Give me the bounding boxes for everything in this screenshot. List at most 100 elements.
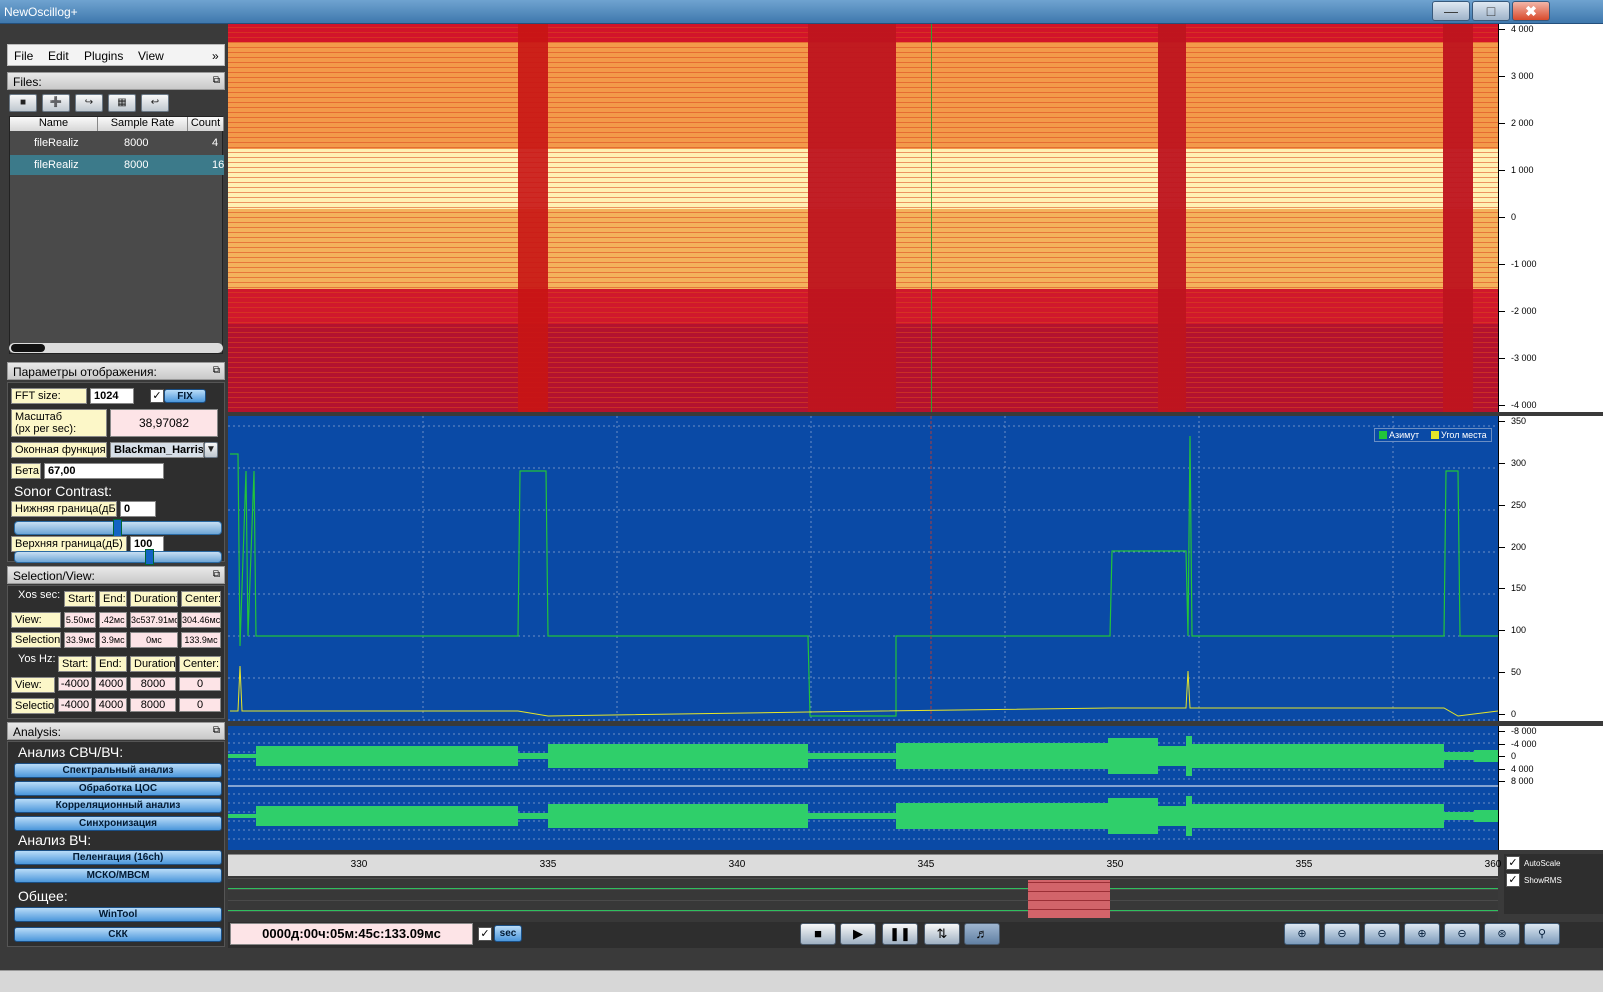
spectrogram[interactable] [228,24,1498,412]
y-sel-start[interactable]: -4000 [58,698,92,712]
x-view-end[interactable]: .42мс [99,612,127,628]
zoom-in-icon[interactable]: ⊕ [1284,923,1320,945]
dock-icon[interactable]: ⧉ [212,365,220,376]
lower-bound-slider[interactable] [14,519,222,537]
dsp-button[interactable]: Обработка ЦОС [14,781,222,796]
waveform-envelope [1186,796,1192,836]
beta-input[interactable]: 67,00 [44,463,164,479]
x-sel-end[interactable]: 3.9мс [99,632,127,648]
y-sel-duration[interactable]: 8000 [130,698,176,712]
selection-region[interactable] [1028,880,1110,918]
y-sel-center[interactable]: 0 [179,698,221,712]
dock-icon[interactable]: ⧉ [212,569,220,580]
correlation-button[interactable]: Корреляционный анализ [14,798,222,813]
y-view-start[interactable]: -4000 [58,677,92,691]
new-file-icon[interactable]: ➕ [42,94,70,112]
files-panel-header: Files: ⧉ [7,72,225,90]
display-panel-header: Параметры отображения: ⧉ [7,362,225,380]
selection-section: Xos sec: Start: End: Duration: Center: V… [7,585,225,719]
x-selection-label: Selection: [11,632,61,648]
axis-tick-label: 150 [1498,583,1527,594]
fix-button[interactable]: FIX [164,389,206,403]
table-row[interactable]: fileRealiz 8000 16 [10,155,224,175]
axis-tick-label: 200 [1498,541,1527,552]
sync-button[interactable]: Синхронизация [14,816,222,831]
menu-plugins[interactable]: Plugins [84,49,124,63]
y-view-center[interactable]: 0 [179,677,221,691]
fft-input[interactable]: 1024 [90,388,134,404]
menu-file[interactable]: File [14,49,34,63]
direction-trace-plot[interactable]: Азимут Угол места [228,416,1588,721]
zoom-out-y-icon[interactable]: ⊖ [1444,923,1480,945]
trash-icon[interactable]: ▦ [108,94,136,112]
import-icon[interactable]: ↩ [141,94,169,112]
col-sample-rate[interactable]: Sample Rate [98,117,188,131]
col-name[interactable]: Name [10,117,98,131]
sonor-title: Sonor Contrast: [14,483,113,499]
zoom-out-x-icon[interactable]: ⊖ [1364,923,1400,945]
spectral-analysis-button[interactable]: Спектральный анализ [14,763,222,778]
window-function-select[interactable]: Blackman_Harris [110,442,204,458]
axis-tick-label: -1 000 [1499,259,1537,269]
cursor-line [931,24,932,412]
msko-button[interactable]: МСКО/МВСМ [14,868,222,883]
y-sel-end[interactable]: 4000 [95,698,127,712]
direction-finding-button[interactable]: Пеленгация (16ch) [14,850,222,865]
time-axis: 330 335 340 345 350 355 360 [228,854,1501,876]
dock-icon[interactable]: ⧉ [212,725,220,736]
showrms-label: ShowRMS [1524,876,1562,885]
close-button[interactable]: ✖ [1512,1,1550,21]
sec-checkbox[interactable]: ✓ [478,927,492,941]
upper-bound-slider[interactable] [14,549,222,565]
slider-knob[interactable] [145,549,154,565]
menu-view[interactable]: View [138,49,164,63]
autoscale-checkbox[interactable]: ✓ [1506,856,1520,870]
x-view-start[interactable]: 5.50мс [64,612,96,628]
play-icon[interactable]: ▶ [840,923,876,945]
loop-icon[interactable]: ⇅ [924,923,960,945]
stop-icon[interactable]: ■ [800,923,836,945]
skk-button[interactable]: СКК [14,927,222,942]
waveform-plot[interactable] [228,726,1498,850]
maximize-button[interactable]: □ [1472,1,1510,21]
y-view-duration[interactable]: 8000 [130,677,176,691]
x-view-duration[interactable]: 3с537.91мс [130,612,178,628]
slider-knob[interactable] [113,519,122,537]
col-count[interactable]: Count [188,117,224,131]
scroll-thumb[interactable] [11,344,45,352]
files-scrollbar[interactable] [9,343,223,353]
showrms-checkbox[interactable]: ✓ [1506,873,1520,887]
fix-checkbox[interactable]: ✓ [150,389,164,403]
volume-icon[interactable]: ♬ [964,923,1000,945]
overview-timeline[interactable] [228,876,1498,922]
x-center-header: Center: [181,591,221,607]
x-tick-label: 355 [1295,859,1313,870]
zoom-out-icon[interactable]: ⊖ [1324,923,1360,945]
minimize-button[interactable]: — [1432,1,1470,21]
zoom-reset-icon[interactable]: ⚲ [1524,923,1560,945]
x-sel-duration[interactable]: 0мс [130,632,178,648]
open-folder-icon[interactable]: ■ [9,94,37,112]
x-view-center[interactable]: 304.46мс [181,612,221,628]
menu-more-icon[interactable]: » [212,49,219,63]
x-sel-center[interactable]: 133.9мс [181,632,221,648]
wintool-button[interactable]: WinTool [14,907,222,922]
x-sel-start[interactable]: 33.9мс [64,632,96,648]
wave-svg [228,733,1498,840]
zoom-in-y-icon[interactable]: ⊕ [1404,923,1440,945]
lower-bound-input[interactable]: 0 [120,501,156,517]
y-view-end[interactable]: 4000 [95,677,127,691]
sec-button[interactable]: sec [494,925,522,942]
x-view-label: View: [11,612,61,628]
chevron-down-icon[interactable]: ▼ [204,442,218,458]
table-row[interactable]: fileRealiz 8000 4 [10,133,224,153]
export-icon[interactable]: ↪ [75,94,103,112]
display-header-label: Параметры отображения: [13,365,157,379]
dock-icon[interactable]: ⧉ [212,75,220,86]
zoom-fit-icon[interactable]: ⊛ [1484,923,1520,945]
menu-edit[interactable]: Edit [48,49,69,63]
scale-value[interactable]: 38,97082 [110,409,218,437]
pause-icon[interactable]: ❚❚ [882,923,918,945]
file-count: 4 [212,137,219,149]
waveform-envelope [1108,798,1158,834]
